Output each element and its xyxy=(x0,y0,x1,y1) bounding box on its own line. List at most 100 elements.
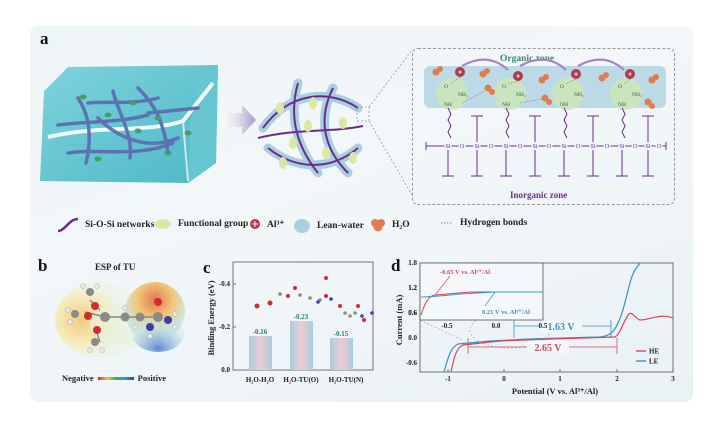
svg-text:Si: Si xyxy=(532,144,537,150)
esp-negative-label: Negative xyxy=(62,373,94,383)
svg-text:O: O xyxy=(502,84,506,90)
svg-text:O: O xyxy=(460,144,465,150)
hydrogen-bond-icon xyxy=(441,222,453,224)
esp-color-scale: Negative Positive xyxy=(62,373,166,383)
svg-text:O: O xyxy=(547,144,552,150)
svg-text:1.8: 1.8 xyxy=(408,259,417,267)
svg-text:O: O xyxy=(489,144,494,150)
svg-text:NH: NH xyxy=(560,102,568,108)
svg-text:2.65 V: 2.65 V xyxy=(534,343,562,354)
svg-text:O: O xyxy=(576,144,581,150)
svg-text:O: O xyxy=(518,144,523,150)
svg-text:O: O xyxy=(444,84,448,90)
svg-text:H₂O-TU(O): H₂O-TU(O) xyxy=(283,376,319,384)
legend-item-hydrogen-bonds: Hydrogen bonds xyxy=(440,218,527,228)
svg-text:+: + xyxy=(516,74,520,81)
legend-item-lean-water: Lean-water xyxy=(293,218,364,234)
network-closeup-illustration xyxy=(257,78,364,178)
zoom-guide-lines xyxy=(356,49,413,196)
x-axis-label: Potential (V vs. Al³⁺/Al) xyxy=(512,386,598,396)
esp-color-bar xyxy=(97,376,134,380)
svg-text:Si: Si xyxy=(503,144,508,150)
svg-text:NH₂: NH₂ xyxy=(516,92,526,98)
svg-text:Si: Si xyxy=(561,144,566,150)
panel-label-d: d xyxy=(391,256,401,275)
svg-text:H₂O-TU(N): H₂O-TU(N) xyxy=(329,376,364,384)
svg-text:+: + xyxy=(574,72,578,79)
svg-text:Si: Si xyxy=(619,144,624,150)
svg-text:Si: Si xyxy=(445,144,450,150)
svg-text:0.5: 0.5 xyxy=(539,322,548,330)
esp-molecule-illustration xyxy=(55,282,185,358)
svg-text:H₂O-H₂O: H₂O-H₂O xyxy=(246,376,275,384)
bar-h2o-tu-o xyxy=(290,321,313,370)
svg-text:O: O xyxy=(560,84,564,90)
svg-text:Si: Si xyxy=(645,144,650,150)
svg-text:NH: NH xyxy=(502,102,510,108)
svg-text:0.0: 0.0 xyxy=(492,322,501,330)
y-axis-label: Binding Energy (eV) xyxy=(206,280,216,355)
svg-text:+: + xyxy=(628,72,632,79)
bar-h2o-h2o xyxy=(249,336,272,370)
panel-label-a: a xyxy=(40,29,49,48)
legend-item-h2o: H₂O xyxy=(370,218,410,232)
svg-text:2: 2 xyxy=(615,375,619,383)
svg-text:O: O xyxy=(605,144,610,150)
svg-text:NH₂: NH₂ xyxy=(632,92,642,98)
svg-text:NH: NH xyxy=(444,102,452,108)
panel-label-b: b xyxy=(38,256,48,275)
svg-text:0: 0 xyxy=(502,375,506,383)
svg-text:+: + xyxy=(458,70,462,77)
svg-text:0.21 V vs. Al³⁺/Al: 0.21 V vs. Al³⁺/Al xyxy=(482,309,530,316)
svg-text:Si: Si xyxy=(590,144,595,150)
svg-text:-0.2: -0.2 xyxy=(219,323,231,331)
svg-text:1: 1 xyxy=(558,375,562,383)
hydrogel-block-illustration xyxy=(40,65,218,183)
svg-text:1.2: 1.2 xyxy=(408,284,417,292)
svg-text:-0.15: -0.15 xyxy=(334,330,349,338)
svg-text:O: O xyxy=(657,144,662,150)
svg-text:-0.6: -0.6 xyxy=(406,359,418,367)
lsv-line-chart: -1 0 1 2 3 1.8 1.2 0.6 0.0 -0.6 Current … xyxy=(394,259,675,396)
functional-group-icon xyxy=(155,219,171,229)
organic-zone-label: Organic zone xyxy=(500,54,555,64)
al-ion-icon xyxy=(250,219,260,229)
svg-text:1.2: 1.2 xyxy=(408,284,417,292)
svg-text:0.6: 0.6 xyxy=(408,309,417,317)
y-axis-label: Current (mA) xyxy=(394,295,404,346)
legend-item-network: Si-O-Si networks xyxy=(57,217,154,233)
svg-text:0.0: 0.0 xyxy=(221,366,230,374)
svg-text:1.63 V: 1.63 V xyxy=(547,322,575,333)
svg-text:NH₂: NH₂ xyxy=(458,92,468,98)
esp-title: ESP of TU xyxy=(95,262,136,272)
transition-arrow-icon xyxy=(222,105,256,135)
svg-text:0.0: 0.0 xyxy=(408,334,417,342)
molecular-detail-box xyxy=(412,48,675,205)
panel-label-c: c xyxy=(203,258,211,277)
svg-text:HE: HE xyxy=(649,348,659,356)
organic-inorganic-scheme: + + + + O NH₂ NH O NH₂ NH O NH₂ NH O NH₂ NH xyxy=(424,58,667,177)
legend-item-al-ion: Al³⁺ xyxy=(249,218,284,230)
he-curve xyxy=(450,312,674,373)
svg-text:Si: Si xyxy=(474,144,479,150)
svg-text:-0.4: -0.4 xyxy=(219,280,231,288)
svg-text:-1: -1 xyxy=(445,375,451,383)
svg-text:0.6: 0.6 xyxy=(408,309,417,317)
si-o-si-network-icon xyxy=(57,217,79,233)
svg-text:NH: NH xyxy=(618,102,626,108)
bar-h2o-tu-n xyxy=(330,338,353,370)
svg-text:-0.23: -0.23 xyxy=(294,313,309,321)
svg-text:LE: LE xyxy=(649,358,659,366)
lean-water-icon xyxy=(294,219,310,233)
svg-text:O: O xyxy=(633,144,638,150)
svg-text:3: 3 xyxy=(671,375,675,383)
legend-item-functional: Functional group xyxy=(154,218,248,230)
svg-text:-0.65 V vs. Al³⁺/Al: -0.65 V vs. Al³⁺/Al xyxy=(440,269,490,276)
binding-energy-bar-chart: 0.0 -0.2 -0.4 Binding Energy (eV) -0.16 … xyxy=(206,261,374,384)
svg-text:NH₂: NH₂ xyxy=(574,92,584,98)
svg-text:-0.5: -0.5 xyxy=(441,322,453,330)
svg-text:-0.16: -0.16 xyxy=(253,328,268,336)
esp-positive-label: Positive xyxy=(137,373,166,383)
h2o-icon xyxy=(371,219,385,232)
inorganic-zone-label: Inorganic zone xyxy=(510,190,568,200)
